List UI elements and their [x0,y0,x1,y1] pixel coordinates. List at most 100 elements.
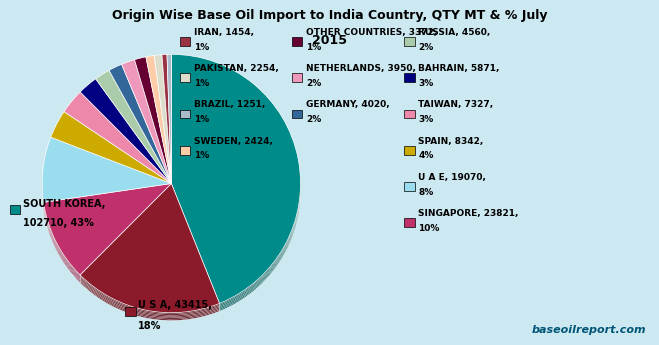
Wedge shape [64,93,171,185]
Wedge shape [167,62,171,191]
Wedge shape [171,58,301,307]
Wedge shape [146,57,171,185]
Text: SPAIN, 8342,: SPAIN, 8342, [418,137,484,146]
Wedge shape [134,59,171,186]
Wedge shape [134,58,171,185]
Wedge shape [167,56,171,185]
Wedge shape [96,70,171,184]
Wedge shape [162,58,171,187]
Wedge shape [43,187,171,279]
Wedge shape [162,60,171,189]
Text: IRAN, 1454,: IRAN, 1454, [194,28,254,37]
Wedge shape [171,61,301,310]
Wedge shape [167,54,171,184]
Text: SOUTH KOREA,: SOUTH KOREA, [23,199,105,208]
Wedge shape [162,62,171,191]
Wedge shape [42,137,171,202]
Text: TAIWAN, 7327,: TAIWAN, 7327, [418,100,494,109]
Wedge shape [80,189,219,318]
Wedge shape [134,57,171,184]
Wedge shape [96,78,171,191]
Text: 1%: 1% [194,151,210,160]
Text: 2015: 2015 [312,34,347,48]
Wedge shape [43,186,171,277]
Wedge shape [109,69,171,189]
Wedge shape [146,58,171,186]
Wedge shape [109,67,171,186]
Wedge shape [167,61,171,190]
Text: 1%: 1% [306,43,322,52]
Wedge shape [167,58,171,187]
Wedge shape [64,96,171,187]
Wedge shape [43,191,171,283]
Text: GERMANY, 4020,: GERMANY, 4020, [306,100,390,109]
Text: 4%: 4% [418,151,434,160]
Wedge shape [162,57,171,186]
Text: RUSSIA, 4560,: RUSSIA, 4560, [418,28,491,37]
Wedge shape [134,61,171,187]
Text: 3%: 3% [418,115,434,124]
Wedge shape [122,60,171,184]
Wedge shape [42,145,171,210]
Wedge shape [96,73,171,186]
Text: 2%: 2% [306,79,322,88]
Wedge shape [43,190,171,282]
Wedge shape [80,184,219,313]
Wedge shape [80,186,219,315]
Wedge shape [80,80,171,185]
Text: 1%: 1% [194,115,210,124]
Wedge shape [96,72,171,185]
Wedge shape [64,100,171,191]
Wedge shape [122,62,171,186]
Wedge shape [162,55,171,184]
Text: 2%: 2% [306,115,322,124]
Text: 2%: 2% [418,43,434,52]
Wedge shape [134,63,171,190]
Wedge shape [171,62,301,311]
Wedge shape [122,63,171,187]
Wedge shape [80,187,219,317]
Wedge shape [154,60,171,189]
Text: 18%: 18% [138,321,161,331]
Text: baseoilreport.com: baseoilreport.com [531,325,646,335]
Wedge shape [80,84,171,189]
Wedge shape [64,92,171,184]
Wedge shape [51,113,171,185]
Wedge shape [109,71,171,190]
Wedge shape [80,83,171,187]
Wedge shape [122,65,171,189]
Wedge shape [154,61,171,190]
Text: BAHRAIN, 5871,: BAHRAIN, 5871, [418,64,500,73]
Text: PAKISTAN, 2254,: PAKISTAN, 2254, [194,64,279,73]
Wedge shape [80,79,171,184]
Wedge shape [64,97,171,189]
Wedge shape [42,140,171,205]
Text: U S A, 43415,: U S A, 43415, [138,300,212,310]
Wedge shape [96,76,171,189]
Wedge shape [154,62,171,191]
Wedge shape [80,190,219,319]
Text: BRAZIL, 1251,: BRAZIL, 1251, [194,100,266,109]
Wedge shape [146,61,171,189]
Text: U A E, 19070,: U A E, 19070, [418,173,486,182]
Wedge shape [64,98,171,190]
Wedge shape [154,56,171,185]
Wedge shape [146,56,171,184]
Wedge shape [51,116,171,187]
Text: SWEDEN, 2424,: SWEDEN, 2424, [194,137,273,146]
Wedge shape [80,185,219,314]
Wedge shape [51,114,171,186]
Wedge shape [80,87,171,191]
Wedge shape [171,54,301,303]
Wedge shape [167,57,171,186]
Wedge shape [42,139,171,204]
Wedge shape [109,72,171,191]
Wedge shape [171,57,301,306]
Text: 102710, 43%: 102710, 43% [23,218,94,227]
Wedge shape [64,95,171,186]
Wedge shape [122,67,171,191]
Wedge shape [51,117,171,189]
Text: 1%: 1% [194,79,210,88]
Wedge shape [109,66,171,185]
Wedge shape [154,57,171,186]
